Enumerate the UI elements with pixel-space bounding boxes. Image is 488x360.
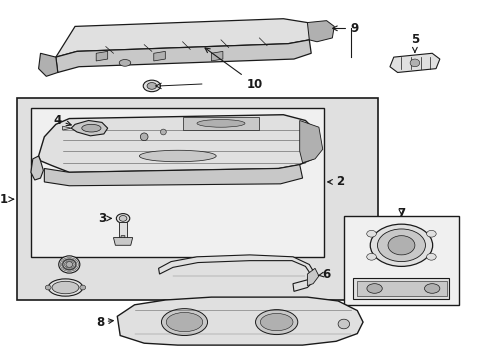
Text: 6: 6 <box>318 267 330 280</box>
Ellipse shape <box>80 285 85 290</box>
Ellipse shape <box>119 216 127 221</box>
Ellipse shape <box>426 230 435 237</box>
Text: 3: 3 <box>98 212 111 225</box>
Text: 1: 1 <box>0 193 14 206</box>
Text: 8: 8 <box>96 316 113 329</box>
Polygon shape <box>307 268 318 285</box>
Ellipse shape <box>369 224 432 266</box>
Ellipse shape <box>161 309 207 336</box>
Bar <box>357 281 446 296</box>
Ellipse shape <box>59 256 80 273</box>
Ellipse shape <box>366 230 376 237</box>
Polygon shape <box>153 51 165 61</box>
Ellipse shape <box>62 259 76 270</box>
Ellipse shape <box>260 314 292 331</box>
Ellipse shape <box>143 80 160 92</box>
Ellipse shape <box>426 253 435 260</box>
Polygon shape <box>39 115 318 172</box>
Ellipse shape <box>81 124 101 132</box>
Ellipse shape <box>140 133 148 141</box>
Polygon shape <box>44 165 302 186</box>
Polygon shape <box>117 297 362 345</box>
Ellipse shape <box>52 281 79 294</box>
Polygon shape <box>158 255 314 291</box>
Ellipse shape <box>337 319 349 329</box>
Bar <box>343 216 458 305</box>
Polygon shape <box>39 53 58 76</box>
Ellipse shape <box>255 310 297 334</box>
Ellipse shape <box>45 285 51 290</box>
Ellipse shape <box>409 59 419 67</box>
Text: 5: 5 <box>410 33 418 52</box>
Polygon shape <box>211 51 223 61</box>
Polygon shape <box>120 236 125 243</box>
Ellipse shape <box>119 59 130 66</box>
Polygon shape <box>31 156 43 180</box>
Ellipse shape <box>48 279 82 296</box>
Polygon shape <box>389 53 439 72</box>
Ellipse shape <box>387 236 414 255</box>
Bar <box>353 278 448 299</box>
Ellipse shape <box>116 213 129 223</box>
Polygon shape <box>299 121 322 163</box>
Text: 7: 7 <box>397 207 405 220</box>
Ellipse shape <box>139 150 216 162</box>
Text: 10: 10 <box>204 48 262 90</box>
Ellipse shape <box>147 82 156 89</box>
Text: 2: 2 <box>327 175 344 188</box>
Bar <box>18 98 378 300</box>
Ellipse shape <box>197 120 244 127</box>
Polygon shape <box>71 121 107 136</box>
Text: 4: 4 <box>54 114 71 127</box>
Ellipse shape <box>66 262 73 267</box>
Polygon shape <box>62 126 71 130</box>
Ellipse shape <box>424 284 439 293</box>
Ellipse shape <box>377 229 425 262</box>
Polygon shape <box>307 21 334 42</box>
Polygon shape <box>96 51 107 61</box>
Polygon shape <box>119 222 127 238</box>
Ellipse shape <box>366 253 376 260</box>
Bar <box>182 117 259 130</box>
Polygon shape <box>113 238 132 245</box>
Ellipse shape <box>166 312 203 332</box>
Ellipse shape <box>366 284 382 293</box>
Text: 9: 9 <box>332 22 358 35</box>
Bar <box>31 108 323 257</box>
Polygon shape <box>56 19 314 57</box>
Polygon shape <box>56 40 310 72</box>
Ellipse shape <box>160 129 166 135</box>
